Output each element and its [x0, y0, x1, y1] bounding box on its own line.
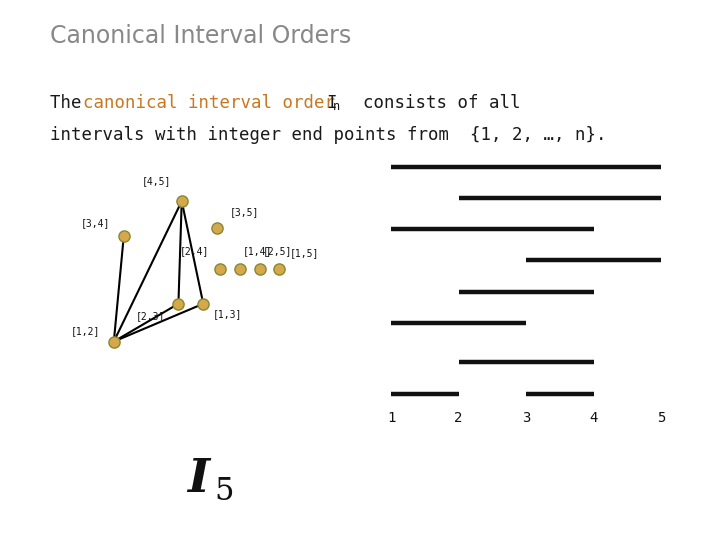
Text: 4: 4 [590, 411, 598, 425]
Text: I: I [187, 456, 210, 502]
Point [254, 264, 266, 273]
Point [173, 299, 184, 308]
Text: consists of all: consists of all [342, 94, 521, 112]
Point [118, 232, 130, 241]
Text: [3,5]: [3,5] [230, 207, 259, 217]
Point [176, 197, 187, 205]
Text: [1,5]: [1,5] [289, 248, 319, 258]
Point [197, 299, 209, 308]
Text: [2,5]: [2,5] [263, 246, 292, 255]
Point [234, 264, 246, 273]
Text: intervals with integer end points from  {1, 2, …, n}.: intervals with integer end points from {… [50, 126, 607, 144]
Text: Canonical Interval Orders: Canonical Interval Orders [50, 24, 351, 48]
Text: n: n [333, 100, 341, 113]
Text: 5: 5 [657, 411, 665, 425]
Text: canonical interval order: canonical interval order [83, 94, 335, 112]
Text: [1,2]: [1,2] [71, 326, 100, 336]
Text: 2: 2 [454, 411, 463, 425]
Text: [1,3]: [1,3] [213, 308, 243, 319]
Point [108, 337, 120, 346]
Text: [1,4]: [1,4] [243, 246, 272, 255]
Text: [2,4]: [2,4] [180, 246, 210, 256]
Text: 5: 5 [215, 476, 234, 507]
Text: 1: 1 [387, 411, 395, 425]
Text: The: The [50, 94, 92, 112]
Text: [3,4]: [3,4] [81, 218, 110, 228]
Point [274, 264, 285, 273]
Point [214, 264, 225, 273]
Point [211, 224, 222, 232]
Text: 3: 3 [522, 411, 530, 425]
Text: [2,3]: [2,3] [135, 311, 165, 321]
Text: I: I [306, 94, 338, 112]
Text: [4,5]: [4,5] [142, 176, 171, 186]
